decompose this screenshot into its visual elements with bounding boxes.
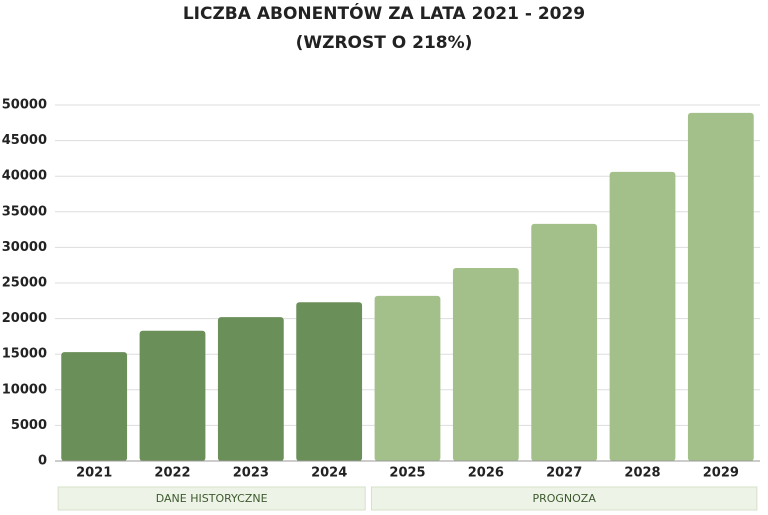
- y-tick-label: 35000: [2, 204, 47, 219]
- y-tick-label: 20000: [2, 311, 47, 326]
- bar: [687, 112, 754, 461]
- y-tick-label: 5000: [11, 418, 47, 433]
- group-box: [370, 486, 758, 511]
- bar: [139, 330, 206, 461]
- x-tick-label: 2021: [76, 466, 112, 481]
- y-tick-label: 15000: [2, 347, 47, 362]
- x-tick-label: 2029: [703, 466, 739, 481]
- x-tick-label: 2023: [233, 466, 269, 481]
- bar: [531, 223, 598, 461]
- y-tick-label: 45000: [2, 133, 47, 148]
- y-tick-label: 30000: [2, 240, 47, 255]
- bar: [61, 352, 128, 461]
- x-tick-label: 2027: [546, 466, 582, 481]
- x-tick-label: 2026: [468, 466, 504, 481]
- y-tick-label: 25000: [2, 276, 47, 291]
- bar: [374, 295, 441, 461]
- chart-subtitle: (WZROST O 218%): [296, 33, 473, 53]
- legend-label: DANE HISTORYCZNE: [156, 492, 268, 505]
- legend-label: PROGNOZA: [532, 492, 596, 505]
- bar: [217, 317, 284, 461]
- y-tick-label: 40000: [2, 169, 47, 184]
- y-tick-label: 0: [38, 454, 47, 469]
- x-tick-label: 2028: [624, 466, 660, 481]
- bar: [452, 268, 519, 461]
- bar: [296, 302, 363, 461]
- bar: [609, 171, 676, 462]
- x-tick-label: 2024: [311, 466, 347, 481]
- x-tick-label: 2025: [389, 466, 425, 481]
- x-tick-label: 2022: [154, 466, 190, 481]
- chart-title: LICZBA ABONENTÓW ZA LATA 2021 - 2029: [183, 2, 585, 24]
- y-tick-label: 10000: [2, 382, 47, 397]
- group-box: [57, 486, 366, 511]
- y-tick-label: 50000: [2, 98, 47, 113]
